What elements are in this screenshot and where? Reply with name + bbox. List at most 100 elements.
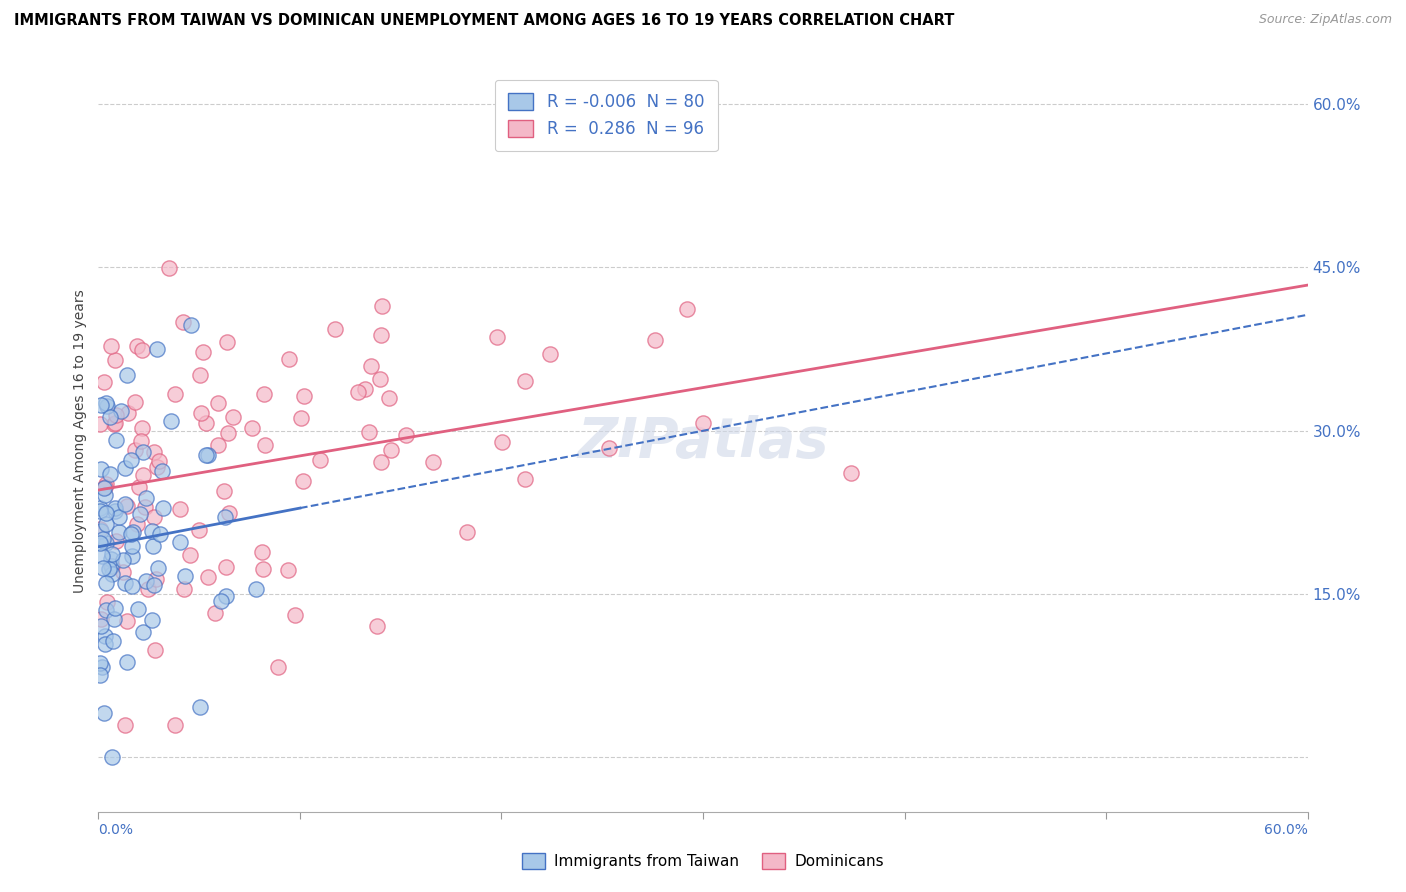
Point — [173, 582, 195, 597]
Point — [114, 497, 136, 511]
Point — [370, 455, 392, 469]
Point — [163, 386, 186, 401]
Point — [94, 477, 117, 491]
Point — [94, 488, 117, 502]
Point — [115, 368, 138, 383]
Point — [108, 509, 131, 524]
Point — [131, 343, 153, 358]
Point — [253, 387, 276, 401]
Point — [121, 579, 143, 593]
Point — [104, 416, 127, 430]
Point — [114, 461, 136, 475]
Point — [89, 501, 111, 516]
Point — [114, 576, 136, 591]
Point — [96, 576, 118, 591]
Point — [121, 524, 143, 539]
Text: IMMIGRANTS FROM TAIWAN VS DOMINICAN UNEMPLOYMENT AMONG AGES 16 TO 19 YEARS CORRE: IMMIGRANTS FROM TAIWAN VS DOMINICAN UNEM… — [14, 13, 955, 29]
Point — [148, 561, 170, 575]
Point — [89, 417, 111, 431]
Point — [197, 448, 219, 462]
Point — [100, 339, 122, 353]
Point — [127, 602, 149, 616]
Point — [89, 504, 111, 518]
Point — [163, 717, 186, 731]
Point — [513, 374, 536, 388]
Point — [90, 549, 112, 564]
Point — [145, 643, 167, 657]
Point — [132, 468, 155, 483]
Point — [128, 480, 150, 494]
Point — [114, 717, 136, 731]
Point — [380, 442, 402, 457]
Point — [188, 523, 211, 537]
Point — [188, 699, 211, 714]
Point — [146, 342, 169, 356]
Point — [100, 558, 122, 573]
Y-axis label: Unemployment Among Ages 16 to 19 years: Unemployment Among Ages 16 to 19 years — [73, 290, 87, 593]
Point — [214, 483, 236, 498]
Point — [115, 655, 138, 669]
Point — [195, 448, 218, 462]
Point — [169, 502, 191, 516]
Point — [100, 410, 122, 425]
Point — [395, 428, 418, 442]
Point — [94, 535, 117, 549]
Point — [89, 522, 111, 536]
Point — [90, 462, 112, 476]
Point — [160, 414, 183, 428]
Point — [292, 389, 315, 403]
Point — [98, 562, 121, 576]
Point — [191, 345, 214, 359]
Point — [323, 322, 346, 336]
Point — [135, 574, 157, 589]
Point — [96, 603, 118, 617]
Point — [90, 619, 112, 633]
Point — [105, 433, 128, 447]
Point — [145, 572, 167, 586]
Point — [157, 260, 180, 275]
Point — [94, 396, 117, 410]
Legend: R = -0.006  N = 80, R =  0.286  N = 96: R = -0.006 N = 80, R = 0.286 N = 96 — [495, 79, 717, 151]
Point — [371, 299, 394, 313]
Point — [115, 615, 138, 629]
Point — [204, 606, 226, 620]
Point — [90, 524, 112, 538]
Point — [169, 534, 191, 549]
Point — [100, 551, 122, 566]
Point — [215, 334, 238, 349]
Point — [125, 339, 148, 353]
Point — [513, 472, 536, 486]
Point — [422, 455, 444, 469]
Text: Source: ZipAtlas.com: Source: ZipAtlas.com — [1258, 13, 1392, 27]
Point — [91, 532, 114, 546]
Point — [538, 347, 561, 361]
Point — [132, 445, 155, 459]
Point — [121, 549, 143, 563]
Point — [215, 560, 238, 574]
Point — [152, 501, 174, 516]
Point — [120, 452, 142, 467]
Point — [209, 593, 232, 607]
Point — [103, 600, 125, 615]
Point — [366, 619, 388, 633]
Point — [148, 453, 170, 467]
Point — [252, 562, 274, 576]
Point — [308, 453, 330, 467]
Point — [103, 612, 125, 626]
Point — [254, 438, 277, 452]
Point — [174, 569, 197, 583]
Point — [115, 500, 138, 514]
Point — [250, 545, 273, 559]
Point — [121, 527, 143, 541]
Point — [290, 411, 312, 425]
Point — [190, 407, 212, 421]
Point — [360, 359, 382, 373]
Point — [103, 353, 125, 368]
Point — [90, 612, 112, 626]
Point — [94, 480, 117, 494]
Point — [277, 563, 299, 577]
Point — [91, 560, 114, 574]
Point — [172, 315, 194, 329]
Point — [131, 421, 153, 435]
Point — [143, 445, 166, 459]
